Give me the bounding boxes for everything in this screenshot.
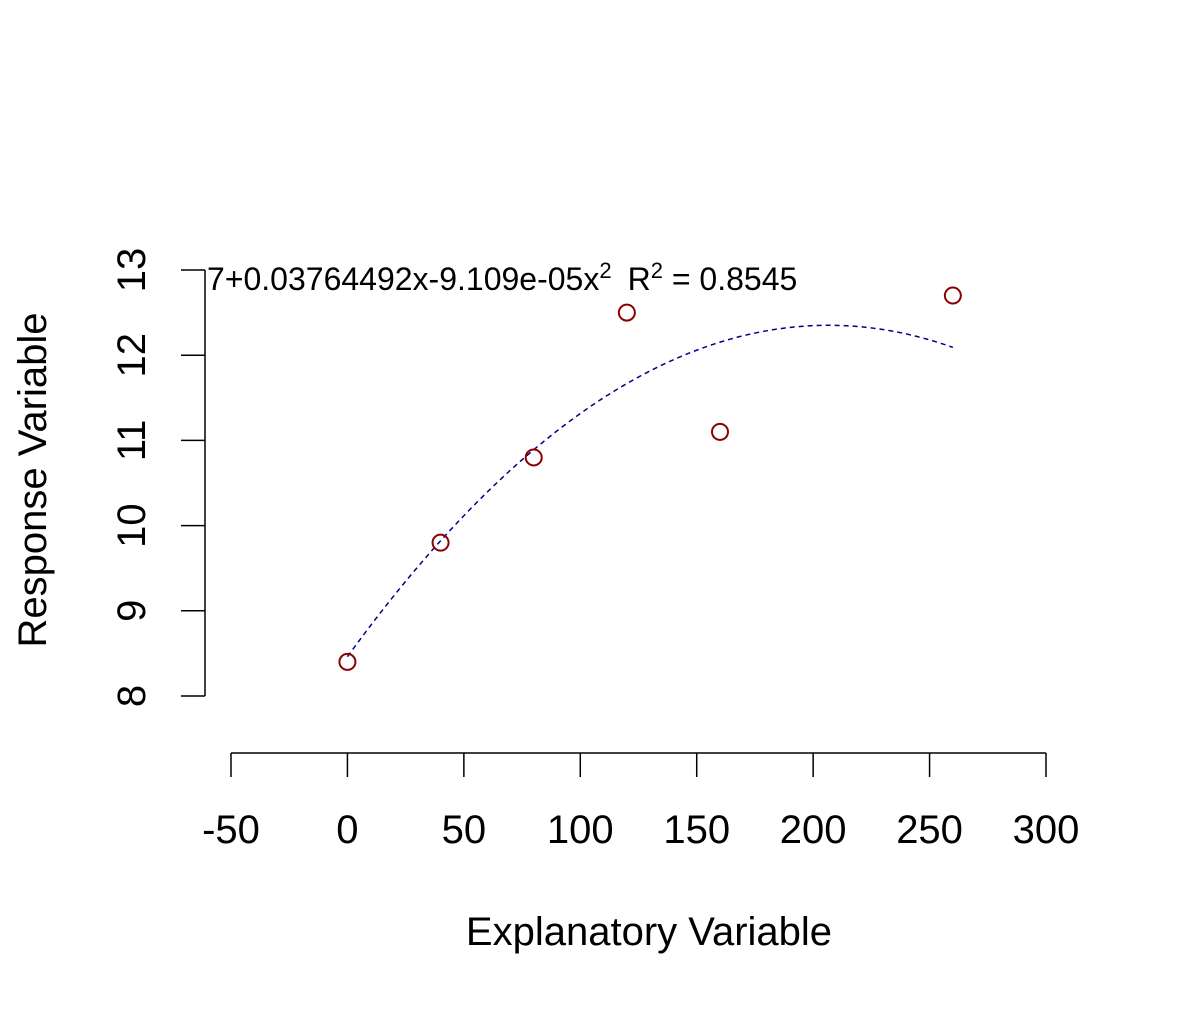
x-axis: -50 0 50 100 150 200 250 300	[202, 752, 1080, 852]
annotation: 7+0.03764492x-9.109e-05x2 R2 = 0.8545	[207, 258, 797, 297]
annotation-equation-exp: 2	[599, 258, 611, 283]
annotation-r2-exp: 2	[651, 258, 663, 283]
data-point	[943, 286, 962, 305]
x-tick-label: 200	[780, 808, 847, 852]
x-tick-label: -50	[202, 808, 260, 852]
annotation-r2-value: = 0.8545	[663, 261, 797, 297]
x-tick-label: 0	[336, 808, 358, 852]
y-tick-label: 9	[110, 600, 154, 622]
x-axis-title: Explanatory Variable	[466, 910, 832, 954]
x-tick-label: 300	[1013, 808, 1080, 852]
data-point	[431, 533, 450, 552]
fit-layer	[346, 324, 954, 658]
data-point	[338, 652, 357, 671]
y-tick-label: 13	[110, 248, 154, 293]
points-layer	[338, 286, 962, 671]
fit-curve	[346, 324, 954, 658]
y-tick-label: 10	[110, 503, 154, 548]
data-point	[524, 448, 543, 467]
y-tick-label: 12	[110, 333, 154, 378]
y-tick-label: 11	[110, 420, 154, 462]
annotation-equation: 7+0.03764492x-9.109e-05x	[207, 261, 599, 297]
x-tick-label: 100	[547, 808, 614, 852]
data-point	[711, 422, 729, 441]
x-tick-label: 150	[663, 808, 730, 852]
x-tick-label: 50	[442, 808, 487, 852]
y-axis-title: Response Variable	[11, 312, 55, 647]
data-point	[617, 303, 636, 322]
y-axis: 8 9 10 11 12 13	[110, 248, 206, 707]
annotation-r2-label: R	[628, 261, 651, 297]
x-tick-label: 250	[896, 808, 963, 852]
y-tick-label: 8	[110, 685, 154, 707]
